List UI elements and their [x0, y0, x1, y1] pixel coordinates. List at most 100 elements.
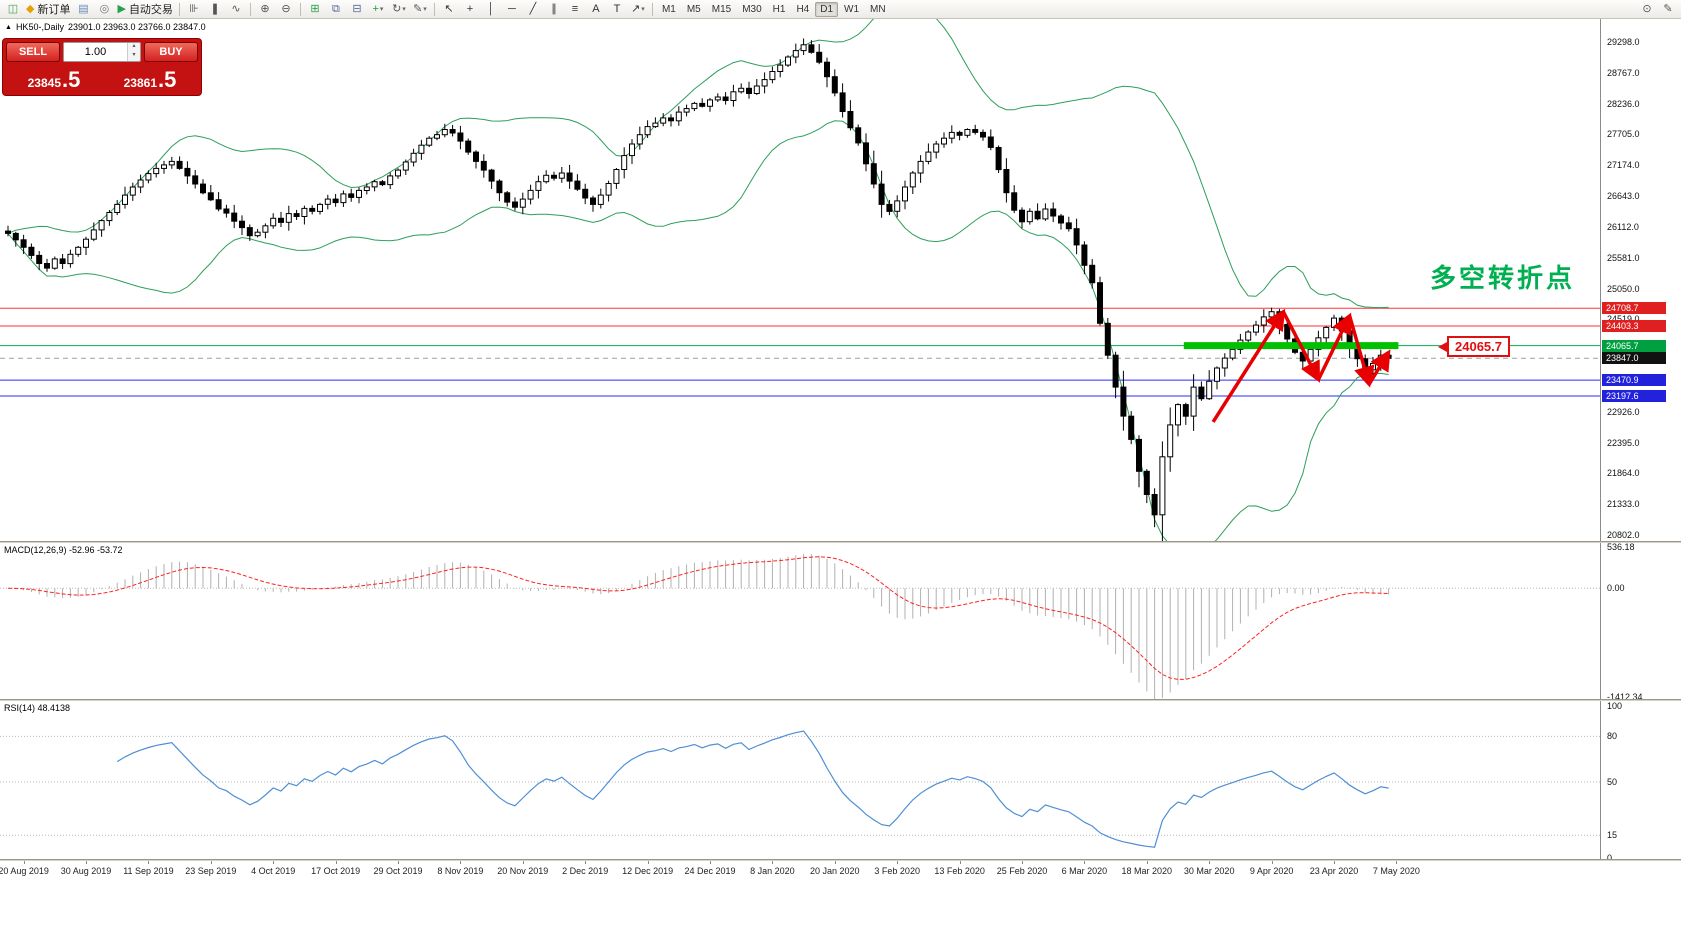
- toolbar-separator: [178, 2, 180, 16]
- time-axis-tick: [647, 861, 649, 864]
- zoom-in-icon[interactable]: ⊕: [255, 1, 275, 17]
- alerts-icon[interactable]: ◎: [94, 1, 114, 17]
- timeframe-m5[interactable]: M5: [686, 3, 701, 15]
- resistance-line-price-tag: 24708.7: [1602, 302, 1666, 315]
- symbol-ohlc-label: ▲ HK50-,Daily 23901.0 23963.0 23766.0 23…: [5, 22, 206, 32]
- time-axis-tick: [86, 861, 87, 864]
- time-axis-label: 13 Feb 2020: [934, 866, 985, 876]
- price-callout[interactable]: 24065.7: [1438, 336, 1510, 357]
- timeframe-m15[interactable]: M15: [711, 3, 732, 15]
- price-axis-label: 21864.0: [1607, 468, 1640, 479]
- trendline-tool: ╱: [529, 3, 537, 15]
- cursor-tool[interactable]: ↖: [439, 1, 459, 17]
- time-axis-label: 6 Mar 2020: [1061, 866, 1108, 876]
- panel-separator[interactable]: [0, 699, 1681, 701]
- horizontal-line-tool: ─: [508, 3, 516, 15]
- timeframe-m30[interactable]: M30: [742, 3, 762, 15]
- alerts-icon: ◎: [99, 3, 110, 15]
- candlestick-chart-icon[interactable]: ❚: [205, 1, 225, 17]
- time-axis-label: 12 Dec 2019: [622, 866, 674, 876]
- callout-price-label: 24065.7: [1447, 336, 1510, 357]
- chart-annotation-text[interactable]: 多空转折点: [1430, 264, 1576, 294]
- chart-profiles-icon[interactable]: ▤: [73, 1, 93, 17]
- line-chart-icon[interactable]: ∿: [226, 1, 246, 17]
- volume-down-button[interactable]: ▾: [132, 52, 136, 58]
- time-axis-tick: [1146, 861, 1148, 864]
- price-axis-label: 21333.0: [1607, 499, 1640, 510]
- price-axis-label: 25581.0: [1607, 252, 1640, 263]
- new-order-button[interactable]: ◆ 新订单: [24, 1, 72, 17]
- panel-separator[interactable]: [0, 541, 1681, 543]
- time-axis-label: 23 Apr 2020: [1309, 866, 1359, 876]
- cursor-tool: ↖: [444, 3, 454, 15]
- time-axis-tick: [1271, 861, 1273, 864]
- panel-separator[interactable]: [0, 859, 1681, 861]
- tile-windows-icon: ⊞: [310, 3, 320, 15]
- symbol-triangle-icon: ▲: [5, 23, 12, 31]
- volume-input[interactable]: [64, 43, 127, 61]
- time-axis-label: 30 Mar 2020: [1183, 866, 1235, 876]
- fibonacci-tool: ≡: [571, 3, 579, 15]
- rsi-axis-label: 0: [1607, 853, 1613, 861]
- rsi-indicator-panel[interactable]: [0, 701, 1600, 859]
- bar-chart-icon[interactable]: ⊪: [184, 1, 204, 17]
- candlestick-chart-icon: ❚: [210, 3, 220, 15]
- text-tool[interactable]: A: [586, 1, 606, 17]
- add-indicator-button[interactable]: + ▾: [368, 1, 388, 17]
- timeframe-h1[interactable]: H1: [772, 3, 786, 15]
- arrange-windows-icon[interactable]: ⊟: [347, 1, 367, 17]
- new-order-button-label: 新订单: [37, 4, 71, 16]
- tile-windows-icon[interactable]: ⊞: [305, 1, 325, 17]
- quick-edit-icon[interactable]: ✎: [1658, 1, 1678, 17]
- price-axis[interactable]: 29298.0 28767.0 28236.0 27705.0 27174.0 26643…: [1600, 19, 1681, 861]
- trendline-tool[interactable]: ╱: [523, 1, 543, 17]
- bar-chart-icon: ⊪: [189, 3, 199, 15]
- equidistant-channel-tool[interactable]: ∥: [544, 1, 564, 17]
- buy-price: 23861.5: [123, 67, 177, 92]
- text-tool: A: [592, 3, 600, 15]
- time-axis-label: 4 Oct 2019: [251, 866, 296, 876]
- time-axis-tick: [522, 861, 524, 864]
- cascade-windows-icon[interactable]: ⧉: [326, 1, 346, 17]
- time-axis-tick: [1396, 861, 1398, 864]
- time-axis-label: 7 May 2020: [1372, 866, 1420, 876]
- chart-profiles-icon: ▤: [78, 3, 89, 15]
- timeframe-w1[interactable]: W1: [844, 3, 860, 15]
- vertical-line-tool[interactable]: │: [481, 1, 501, 17]
- sell-button[interactable]: SELL: [6, 42, 60, 62]
- symbol-ohlc-values: 23901.0 23963.0 23766.0 23847.0: [67, 22, 206, 32]
- templates-dropdown[interactable]: ✎ ▾: [410, 1, 430, 17]
- time-axis-label: 29 Oct 2019: [373, 866, 423, 876]
- horizontal-line-tool[interactable]: ─: [502, 1, 522, 17]
- chevron-down-icon: ▾: [402, 6, 406, 13]
- time-axis[interactable]: 20 Aug 2019 30 Aug 2019 11 Sep 2019 23 Sep …: [0, 861, 1600, 880]
- crosshair-tool[interactable]: +: [460, 1, 480, 17]
- macd-indicator-panel[interactable]: [0, 543, 1600, 699]
- callout-arrow-icon: [1438, 341, 1447, 352]
- time-axis-label: 17 Oct 2019: [311, 866, 361, 876]
- autotrading-button-label: 自动交易: [128, 4, 173, 16]
- text-label-tool[interactable]: T: [607, 1, 627, 17]
- timeframe-d1[interactable]: D1: [815, 1, 839, 17]
- search-icon[interactable]: ⊙: [1637, 1, 1657, 17]
- time-axis-label: 2 Dec 2019: [562, 866, 609, 876]
- timeframe-h4[interactable]: H4: [796, 3, 810, 15]
- timeframe-mn[interactable]: MN: [870, 3, 886, 15]
- volume-up-button[interactable]: ▴: [132, 43, 136, 49]
- volume-spinner: ▴ ▾: [127, 43, 140, 61]
- zoom-out-icon[interactable]: ⊖: [276, 1, 296, 17]
- price-axis-label: 22926.0: [1607, 406, 1640, 417]
- arrows-tool[interactable]: ↗ ▾: [628, 1, 648, 17]
- toolbar-separator: [249, 2, 251, 16]
- main-price-chart[interactable]: [0, 19, 1600, 541]
- chart-window-icon[interactable]: ◫: [3, 1, 23, 17]
- autotrading-button[interactable]: ▶ 自动交易: [115, 1, 174, 17]
- buy-button[interactable]: BUY: [144, 42, 198, 62]
- timeframe-m1[interactable]: M1: [661, 3, 676, 15]
- periods-dropdown[interactable]: ↻ ▾: [389, 1, 409, 17]
- sell-price: 23845.5: [27, 67, 81, 92]
- fibonacci-tool[interactable]: ≡: [565, 1, 585, 17]
- time-axis-tick: [772, 861, 774, 864]
- price-axis-label: 27705.0: [1607, 129, 1640, 140]
- time-axis-label: 11 Sep 2019: [123, 866, 174, 876]
